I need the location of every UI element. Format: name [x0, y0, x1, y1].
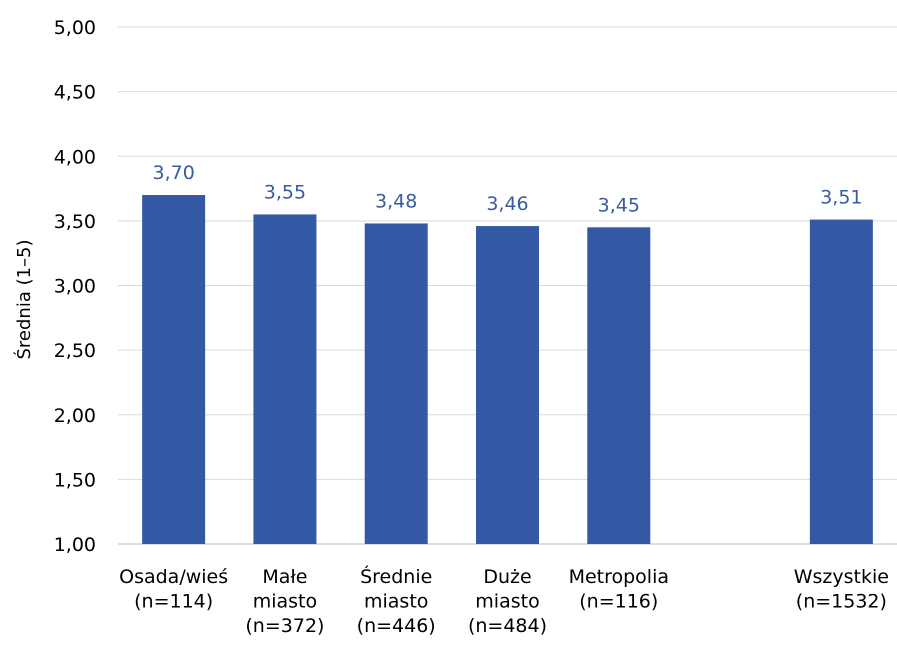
- y-tick-label: 1,00: [54, 534, 96, 556]
- y-tick-label: 1,50: [54, 469, 96, 491]
- bar: [587, 227, 651, 544]
- x-category-label: Osada/wieś (n=114): [119, 566, 228, 613]
- bars: [142, 195, 873, 545]
- data-label: 3,70: [152, 162, 194, 184]
- x-category-label: Wszystkie (n=1532): [794, 566, 889, 613]
- data-label: 3,48: [375, 190, 417, 212]
- x-axis-category-labels: Osada/wieś (n=114) Małe miasto (n=372) Średni…: [119, 564, 889, 637]
- y-tick-label: 4,50: [54, 82, 96, 104]
- data-labels: 3,70 3,55 3,48 3,46 3,45 3,51: [152, 162, 862, 216]
- bar: [253, 214, 317, 544]
- y-axis-tick-labels: 1,00 1,50 2,00 2,50 3,00 3,50 4,00 4,50 5,00: [54, 17, 96, 556]
- bar: [364, 223, 428, 544]
- bar: [809, 219, 873, 544]
- x-category-label: Małe miasto (n=372): [245, 566, 324, 637]
- y-tick-label: 2,00: [54, 405, 96, 427]
- data-label: 3,45: [598, 194, 640, 216]
- bar: [142, 195, 206, 544]
- x-category-label: Duże miasto (n=484): [468, 566, 547, 637]
- y-tick-label: 3,00: [54, 276, 96, 298]
- y-tick-label: 4,00: [54, 146, 96, 168]
- y-axis-title: Średnia (1–5): [13, 239, 35, 359]
- y-tick-label: 2,50: [54, 340, 96, 362]
- data-label: 3,51: [820, 187, 862, 209]
- bar: [476, 226, 539, 545]
- y-tick-label: 3,50: [54, 211, 96, 233]
- data-label: 3,55: [264, 181, 306, 203]
- data-label: 3,46: [486, 193, 528, 215]
- x-category-label: Metropolia (n=116): [569, 566, 669, 613]
- x-category-label: Średnie miasto (n=446): [357, 564, 436, 637]
- y-tick-label: 5,00: [54, 17, 96, 39]
